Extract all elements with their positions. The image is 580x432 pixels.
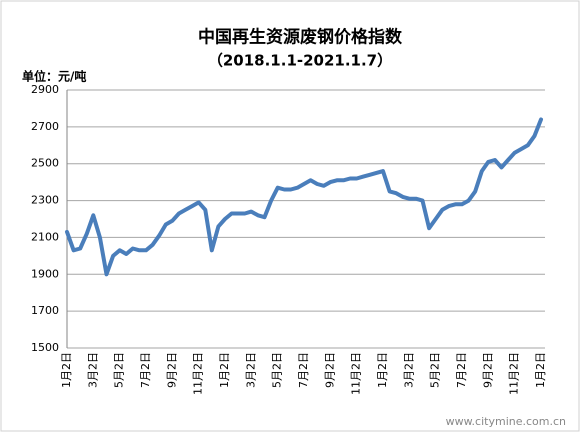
x-tick-label: 9月2日 bbox=[481, 352, 494, 388]
y-axis-label: 单位：元/吨 bbox=[22, 69, 86, 84]
x-tick-label: 1月2日 bbox=[218, 352, 231, 388]
x-tick-label: 11月2日 bbox=[508, 352, 521, 395]
price-line bbox=[65, 117, 543, 277]
y-tick-label: 1500 bbox=[31, 341, 59, 354]
y-tick-label: 2100 bbox=[31, 230, 59, 243]
x-tick-label: 9月2日 bbox=[323, 352, 336, 388]
x-tick-label: 7月2日 bbox=[297, 352, 310, 388]
y-tick-label: 1700 bbox=[31, 304, 59, 317]
x-tick-label: 11月2日 bbox=[192, 352, 205, 395]
y-tick-label: 2500 bbox=[31, 157, 59, 170]
y-tick-label: 2700 bbox=[31, 120, 59, 133]
chart-subtitle: （2018.1.1-2021.1.7） bbox=[208, 52, 392, 70]
x-tick-label: 3月2日 bbox=[402, 352, 415, 388]
x-tick-label: 9月2日 bbox=[165, 352, 178, 388]
x-tick-label: 3月2日 bbox=[244, 352, 257, 388]
x-tick-label: 3月2日 bbox=[86, 352, 99, 388]
y-tick-label: 2300 bbox=[31, 194, 59, 207]
chart-title: 中国再生资源废钢价格指数 bbox=[198, 27, 403, 48]
x-tick-label: 1月2日 bbox=[534, 352, 547, 388]
x-tick-label: 5月2日 bbox=[113, 352, 126, 388]
y-tick-label: 1900 bbox=[31, 267, 59, 280]
x-tick-label: 1月2日 bbox=[60, 352, 73, 388]
x-tick-label: 5月2日 bbox=[429, 352, 442, 388]
x-tick-label: 5月2日 bbox=[271, 352, 284, 388]
x-tick-label: 7月2日 bbox=[455, 352, 468, 388]
y-tick-label: 2900 bbox=[31, 83, 59, 96]
watermark: www.citymine.com.cn bbox=[446, 415, 566, 428]
x-tick-label: 1月2日 bbox=[376, 352, 389, 388]
x-tick-label: 7月2日 bbox=[139, 352, 152, 388]
x-tick-label: 11月2日 bbox=[350, 352, 363, 395]
